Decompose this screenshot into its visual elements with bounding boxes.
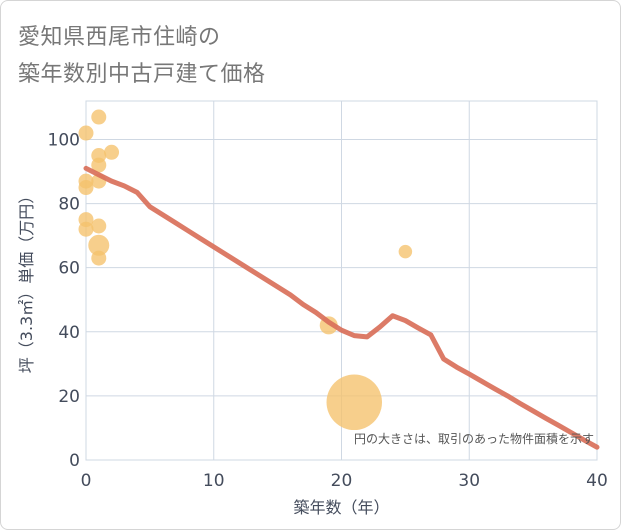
- x-tick-label: 10: [203, 471, 225, 491]
- y-axis-title: 坪（3.3㎡）単価（万円）: [17, 188, 36, 373]
- data-point: [91, 218, 107, 234]
- bubble-size-note: 円の大きさは、取引のあった物件面積を示す: [354, 431, 594, 446]
- chart-title-line-2: 築年数別中古戸建て価格: [18, 62, 266, 87]
- x-tick-label: 20: [331, 471, 353, 491]
- data-point: [91, 250, 107, 266]
- x-tick-label: 40: [586, 471, 608, 491]
- data-point: [326, 374, 383, 431]
- data-point: [78, 125, 94, 141]
- y-tick-label: 0: [69, 451, 80, 471]
- y-tick-label: 80: [58, 195, 80, 215]
- data-point: [398, 244, 413, 259]
- y-tick-label: 100: [48, 130, 80, 150]
- x-axis-title: 築年数（年）: [293, 498, 389, 517]
- data-point: [91, 109, 107, 125]
- data-point: [91, 157, 107, 173]
- chart-title-line-1: 愛知県西尾市住崎の: [18, 25, 221, 50]
- y-tick-label: 60: [58, 259, 80, 279]
- data-point: [78, 180, 94, 196]
- data-point: [78, 221, 94, 237]
- y-tick-label: 40: [58, 323, 80, 343]
- x-tick-label: 0: [81, 471, 92, 491]
- x-tick-label: 30: [458, 471, 480, 491]
- y-tick-label: 20: [58, 387, 80, 407]
- data-point: [104, 144, 120, 160]
- data-point: [88, 234, 110, 256]
- trend-line: [83, 165, 600, 450]
